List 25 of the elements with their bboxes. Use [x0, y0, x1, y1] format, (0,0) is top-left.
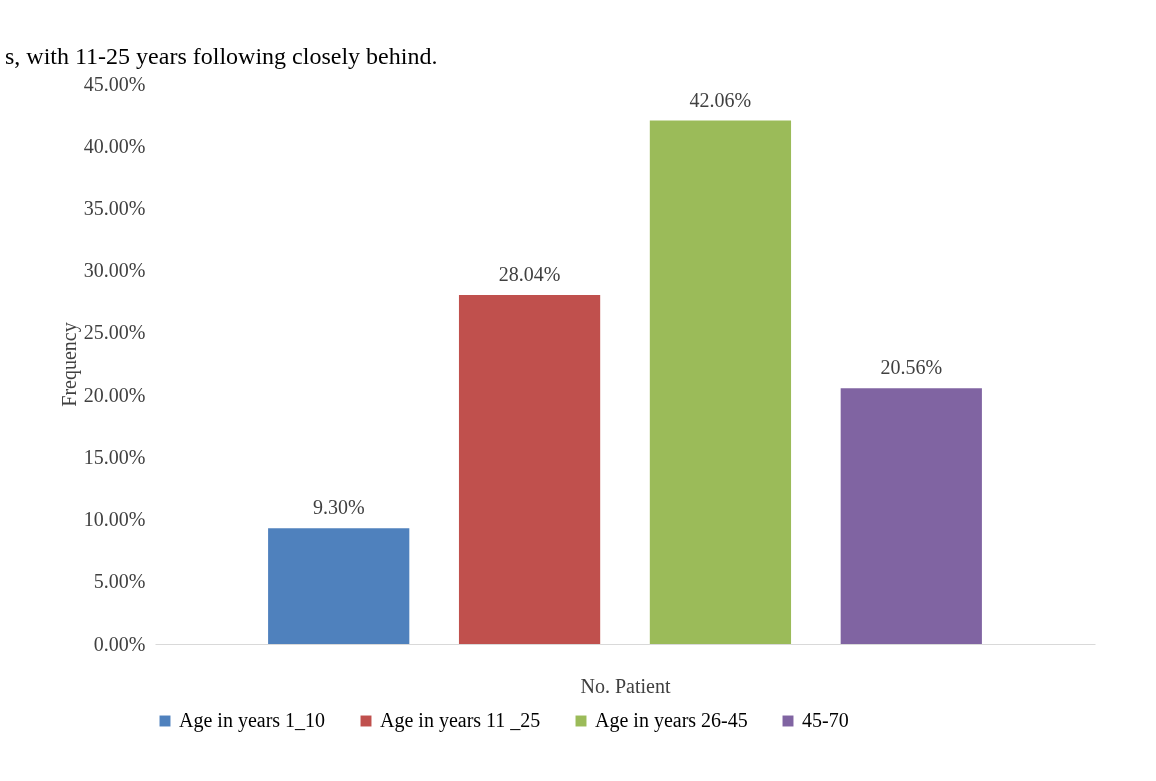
bar: [840, 388, 982, 644]
y-tick-label: 5.00%: [93, 570, 146, 593]
y-tick-label: 40.00%: [83, 134, 146, 157]
data-label: 20.56%: [880, 356, 943, 379]
y-tick-label: 35.00%: [83, 196, 146, 219]
y-tick-label: 45.00%: [83, 72, 146, 95]
legend-label: 45-70: [802, 709, 849, 731]
y-axis-title: Frequency: [57, 322, 81, 407]
y-tick-label: 30.00%: [83, 259, 146, 282]
y-tick-label: 10.00%: [83, 508, 146, 531]
x-axis-title: No. Patient: [580, 674, 671, 697]
y-tick-label: 20.00%: [83, 383, 146, 406]
legend-label: Age in years 1_10: [179, 709, 326, 732]
bar: [268, 528, 410, 644]
y-tick-label: 0.00%: [93, 632, 146, 655]
bar: [458, 295, 601, 644]
legend-label: Age in years 11 _25: [380, 709, 541, 732]
data-label: 28.04%: [498, 263, 561, 286]
bar: [649, 120, 792, 644]
data-label: 9.30%: [312, 496, 365, 519]
legend-label: Age in years 26-45: [595, 709, 748, 732]
y-tick-label: 15.00%: [83, 445, 146, 468]
text: s, with 11-25 years following closely behind.: [5, 43, 438, 69]
data-label: 42.06%: [689, 88, 752, 111]
y-tick-label: 25.00%: [83, 321, 146, 344]
